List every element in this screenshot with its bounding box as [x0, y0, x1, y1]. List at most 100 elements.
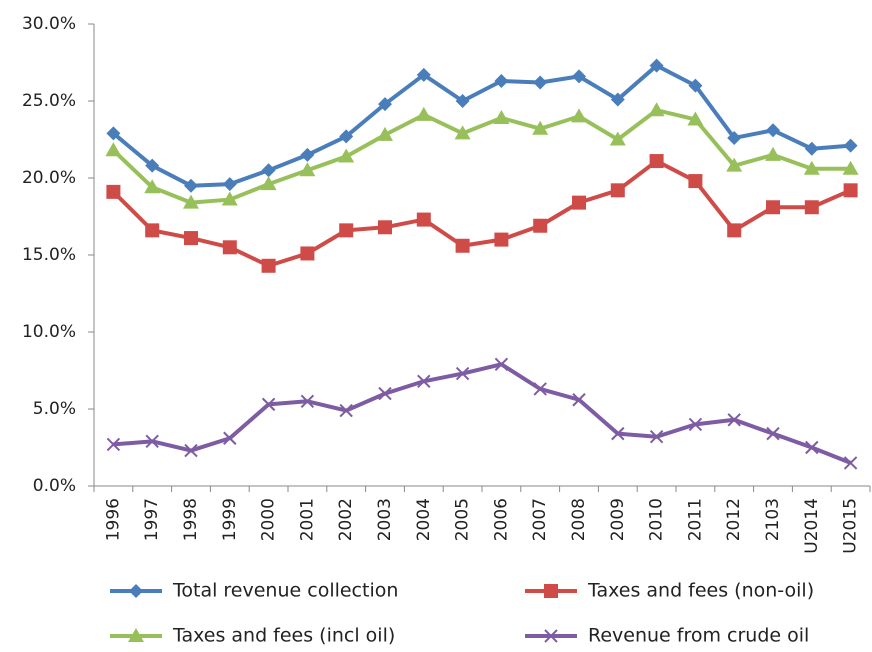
marker: [106, 126, 121, 141]
marker: [145, 434, 159, 449]
marker: [378, 97, 392, 112]
x-tick-label: 1997: [142, 498, 162, 541]
marker: [610, 183, 625, 198]
x-tick-label: 2002: [336, 498, 356, 541]
marker: [339, 403, 353, 418]
x-tick-label: 2011: [685, 498, 705, 541]
y-tick-label: 20.0%: [22, 168, 76, 188]
marker: [494, 73, 509, 88]
marker: [572, 195, 586, 210]
x-tick-label: 2010: [647, 498, 667, 541]
marker: [184, 443, 198, 458]
x-tick-label: 1999: [220, 498, 240, 541]
marker: [727, 413, 741, 427]
marker: [494, 357, 509, 372]
marker: [649, 430, 664, 444]
marker: [532, 120, 549, 135]
x-tick-label: 2005: [453, 498, 473, 541]
marker: [455, 366, 470, 381]
x-tick-label: 2006: [491, 498, 511, 541]
marker: [144, 179, 161, 194]
marker: [417, 374, 431, 388]
marker: [803, 160, 820, 175]
marker: [843, 138, 858, 153]
marker: [260, 176, 277, 191]
marker: [494, 232, 509, 247]
series-line: [113, 362, 852, 465]
marker: [842, 160, 859, 175]
marker: [544, 584, 558, 598]
x-tick-label: 2000: [259, 498, 279, 541]
marker: [128, 628, 144, 642]
marker: [687, 111, 704, 126]
marker: [145, 223, 160, 238]
marker: [493, 109, 510, 124]
marker: [610, 92, 625, 107]
marker: [765, 146, 781, 161]
marker: [378, 386, 392, 401]
marker: [766, 123, 780, 138]
marker: [533, 218, 548, 233]
marker: [222, 240, 237, 255]
marker: [416, 67, 431, 82]
marker: [300, 147, 315, 162]
y-tick-label: 5.0%: [33, 399, 76, 419]
x-tick-label: 2103: [763, 498, 783, 541]
marker: [105, 142, 122, 157]
marker: [544, 629, 558, 643]
marker: [261, 397, 276, 412]
marker: [572, 69, 586, 84]
marker: [611, 426, 625, 441]
legend-label: Total revenue collection: [172, 580, 398, 602]
x-tick-label: 1998: [181, 498, 201, 541]
x-tick-label: 2001: [297, 498, 317, 541]
marker: [184, 178, 198, 193]
marker: [766, 426, 780, 441]
marker: [222, 177, 237, 192]
legend-label: Revenue from crude oil: [588, 625, 809, 647]
marker: [649, 154, 664, 169]
series-line: [112, 63, 851, 188]
marker: [300, 246, 315, 261]
legend-label: Taxes and fees (non-oil): [587, 580, 814, 602]
marker: [300, 394, 315, 409]
x-tick-label: 1996: [103, 498, 123, 541]
y-tick-label: 0.0%: [33, 476, 76, 496]
marker: [339, 129, 354, 144]
marker: [688, 78, 703, 93]
marker: [415, 106, 432, 121]
marker: [377, 126, 393, 141]
marker: [648, 102, 665, 117]
x-tick-label: 2004: [414, 498, 434, 541]
y-tick-label: 15.0%: [22, 245, 76, 265]
x-tick-label: U2014: [802, 498, 822, 554]
marker: [766, 200, 780, 215]
marker: [533, 382, 547, 396]
marker: [804, 200, 819, 215]
marker: [183, 194, 199, 209]
marker: [843, 456, 858, 470]
y-tick-label: 25.0%: [22, 91, 76, 111]
marker: [533, 75, 548, 90]
marker: [339, 223, 354, 238]
x-tick-label: 2012: [724, 498, 744, 541]
marker: [378, 220, 392, 235]
marker: [299, 162, 316, 177]
marker: [609, 131, 626, 146]
marker: [221, 191, 238, 206]
marker: [106, 437, 121, 452]
y-tick-label: 10.0%: [22, 322, 76, 342]
marker: [106, 184, 121, 199]
marker: [727, 130, 742, 145]
marker: [572, 393, 586, 407]
x-tick-label: 2007: [530, 498, 550, 541]
marker: [688, 174, 703, 189]
x-tick-label: U2015: [841, 498, 861, 554]
marker: [726, 157, 743, 172]
marker: [261, 163, 276, 178]
marker: [688, 417, 703, 432]
marker: [184, 231, 198, 246]
marker: [843, 183, 858, 198]
x-tick-label: 2003: [375, 498, 395, 541]
